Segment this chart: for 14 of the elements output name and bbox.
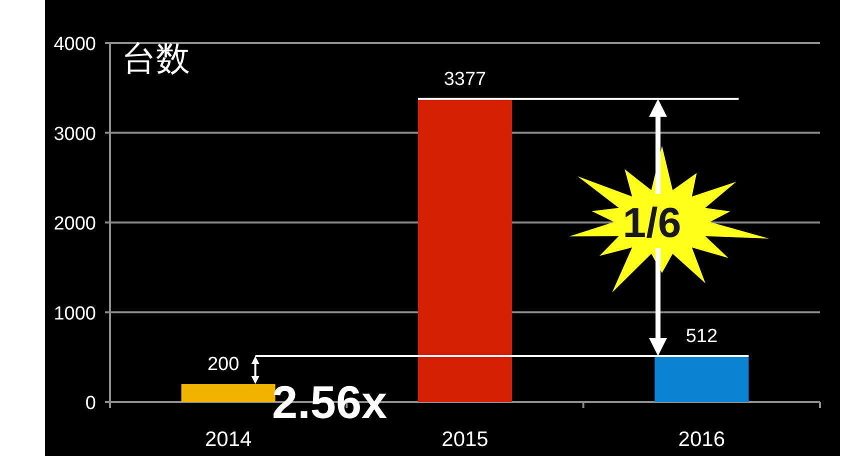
y-axis-title: 台数 bbox=[122, 40, 190, 78]
annotation: 2.56x bbox=[272, 376, 388, 428]
x-tick-label: 2016 bbox=[678, 428, 726, 451]
annotation: 1/6 bbox=[622, 199, 682, 246]
y-tick-label: 4000 bbox=[54, 34, 96, 55]
data-label: 3377 bbox=[444, 68, 486, 90]
data-label: 512 bbox=[686, 326, 718, 348]
y-tick-label: 1000 bbox=[54, 303, 96, 324]
y-tick-label: 3000 bbox=[54, 124, 96, 145]
x-tick-label: 2015 bbox=[442, 428, 488, 451]
y-tick-label: 2000 bbox=[54, 214, 96, 234]
x-tick-label: 2014 bbox=[204, 428, 252, 451]
y-tick-label: 0 bbox=[85, 393, 96, 414]
data-label: 200 bbox=[207, 354, 240, 376]
